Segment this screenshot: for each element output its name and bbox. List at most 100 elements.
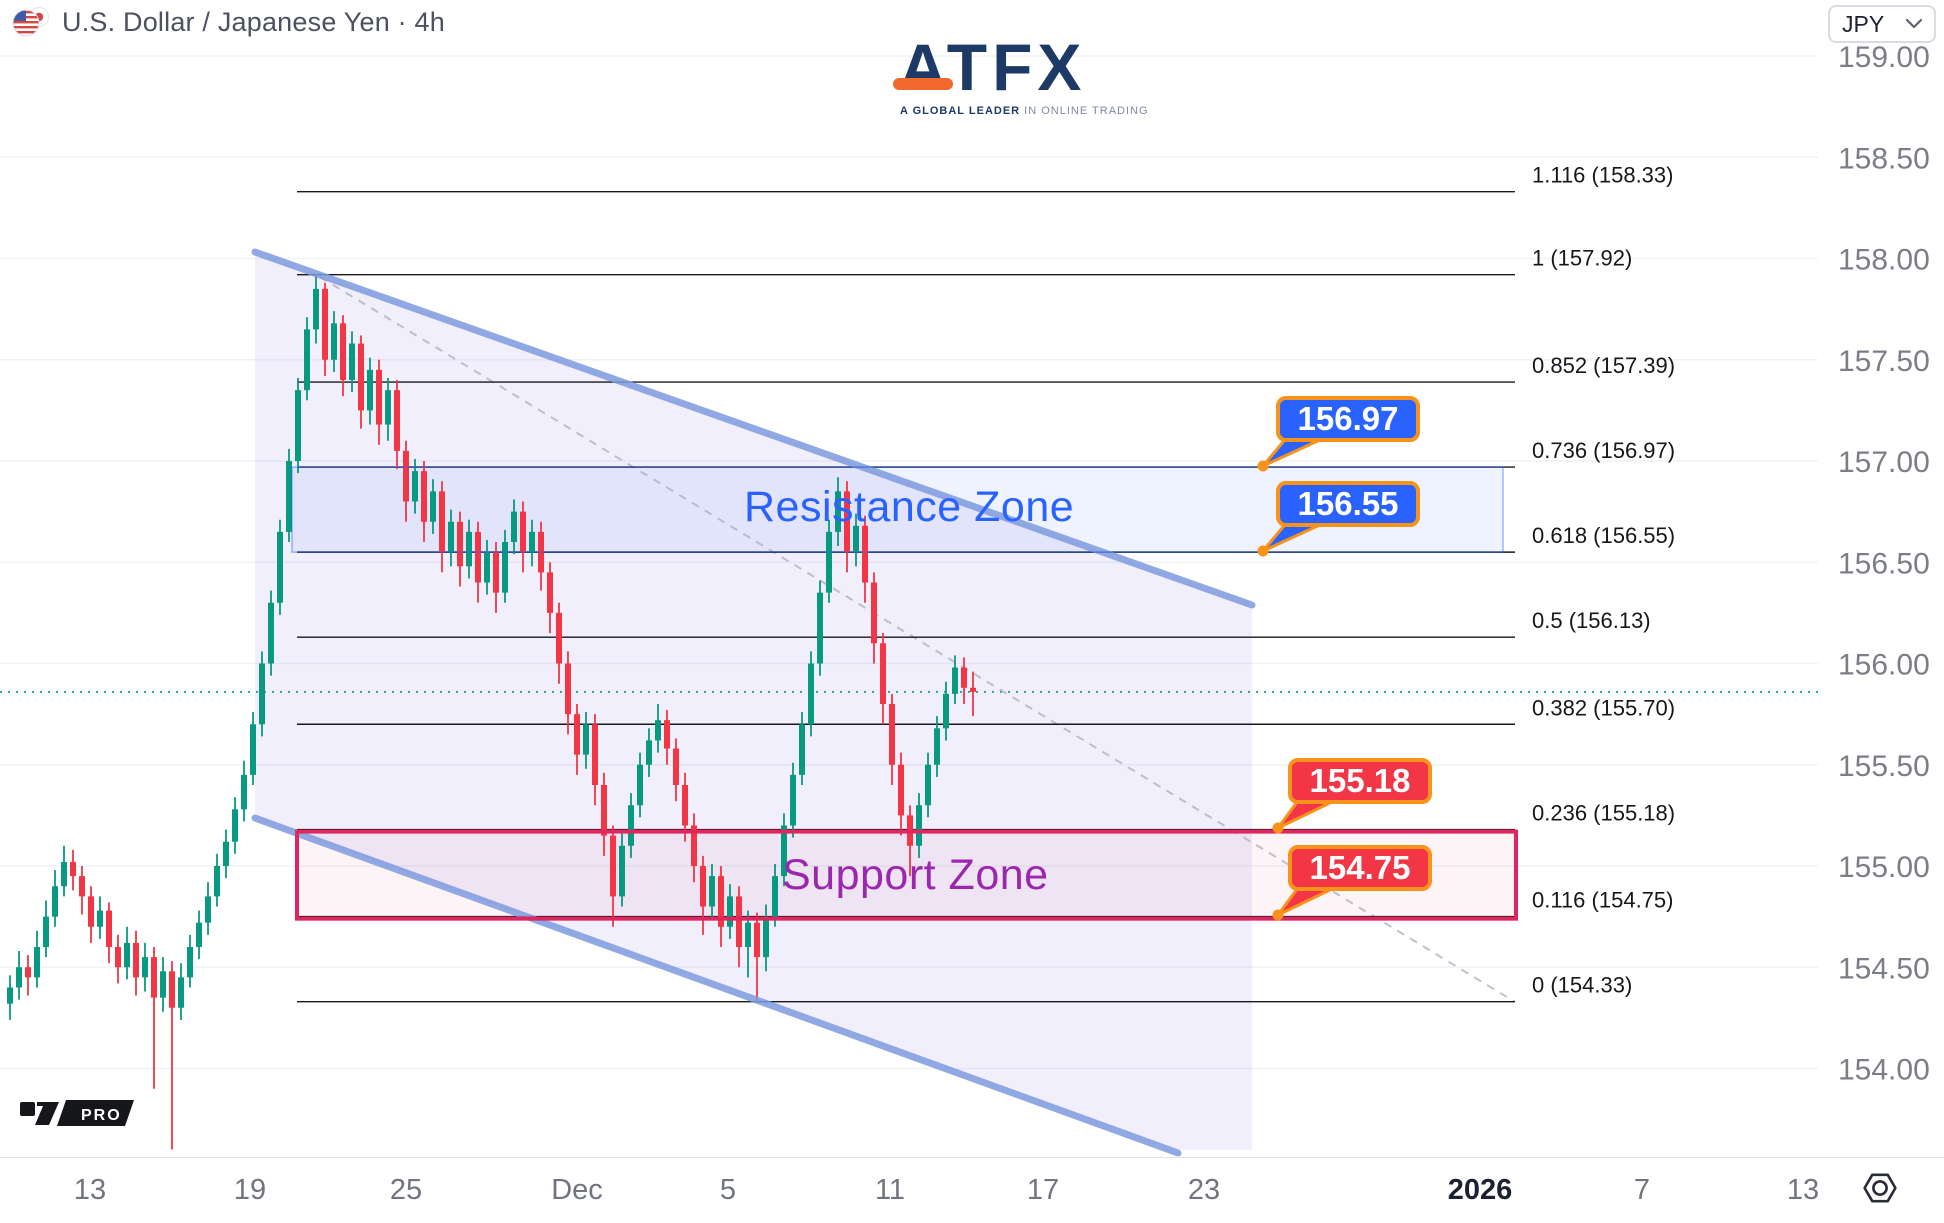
time-axis-label: 19 (233, 1174, 267, 1206)
candle-body (745, 922, 751, 947)
candle-body (475, 531, 481, 583)
candle-body (421, 471, 427, 522)
price-axis-label: 158.50 (1838, 142, 1930, 175)
candle-body (628, 805, 634, 846)
price-callout-154-75[interactable]: 154.75 (1288, 845, 1432, 891)
candle-body (448, 521, 454, 553)
candle-body (880, 643, 886, 704)
candle-body (394, 390, 400, 451)
time-axis-label: 17 (1026, 1174, 1060, 1206)
fib-level-label: 0.736 (156.97) (1532, 438, 1675, 463)
candle-body (529, 531, 535, 553)
candle-body (196, 922, 202, 947)
price-axis-label: 156.00 (1838, 649, 1930, 682)
candle-body (610, 835, 616, 897)
candle-body (556, 612, 562, 664)
candle-body (286, 461, 292, 532)
axis-settings-button[interactable] (1858, 1166, 1902, 1210)
candle-body (538, 531, 544, 573)
descending-channel-fill (255, 252, 1252, 1150)
candle-body (943, 693, 949, 729)
candle-body (97, 910, 103, 927)
candle-body (808, 663, 814, 725)
callout-anchor-dot (1257, 460, 1269, 472)
candle-body (754, 922, 760, 958)
fib-level-label: 0.618 (156.55) (1532, 523, 1675, 548)
candle-body (925, 764, 931, 806)
time-axis-label: Dec (551, 1174, 603, 1206)
price-callout-156-97[interactable]: 156.97 (1276, 396, 1420, 442)
time-axis-label: 2026 (1447, 1174, 1513, 1206)
price-axis-label: 155.50 (1838, 750, 1930, 783)
candle-body (403, 450, 409, 502)
candle-body (970, 687, 976, 692)
candle-body (16, 967, 22, 988)
candle-body (133, 942, 139, 978)
candle-body (223, 841, 229, 866)
candle-body (916, 805, 922, 846)
resistance-zone-label: Resistance Zone (744, 483, 1075, 531)
candle-body (547, 572, 553, 613)
atfx-logo-bar (893, 78, 953, 90)
fib-trendline-dashed (319, 276, 1516, 1003)
time-axis-label: 7 (1633, 1174, 1651, 1206)
candle-body (826, 531, 832, 593)
candle-body (565, 663, 571, 715)
candle-body (322, 288, 328, 360)
candle-body (160, 971, 166, 998)
candle-body (763, 916, 769, 958)
candle-body (493, 552, 499, 593)
fib-level-label: 0.382 (155.70) (1532, 695, 1675, 720)
candle-body (574, 714, 580, 755)
candle-body (691, 825, 697, 866)
price-axis-label: 157.50 (1838, 345, 1930, 378)
channel-upper-line (251, 248, 1256, 609)
candle-body (646, 740, 652, 765)
usdjpy-flag-icon (12, 7, 49, 37)
candle-body (952, 667, 958, 694)
candle-body (709, 876, 715, 907)
candle-body (799, 724, 805, 775)
fib-level-label: 1.116 (158.33) (1532, 163, 1673, 188)
candle-body (583, 724, 589, 755)
candle-body (502, 542, 508, 593)
symbol-title[interactable]: U.S. Dollar / Japanese Yen · 4h (62, 6, 445, 37)
price-callout-156-55[interactable]: 156.55 (1276, 481, 1420, 527)
candle-body (43, 916, 49, 947)
symbol-header: U.S. Dollar / Japanese Yen · 4h (12, 6, 445, 38)
candle-body (871, 582, 877, 644)
fib-level-label: 0 (154.33) (1532, 973, 1632, 998)
resistance-zone-border (291, 466, 1504, 553)
callout-anchor-dot (1272, 909, 1284, 921)
time-axis-label: 13 (1786, 1174, 1820, 1206)
candle-body (259, 663, 265, 725)
support-zone-border (295, 829, 1518, 921)
candle-body (673, 748, 679, 785)
candle-body (304, 329, 310, 391)
price-axis-label: 154.00 (1838, 1054, 1930, 1087)
candle-body (88, 896, 94, 927)
currency-selector[interactable]: JPY (1828, 5, 1936, 43)
candle-body (61, 861, 67, 887)
time-axis-label: 13 (73, 1174, 107, 1206)
atfx-tagline-rest: IN ONLINE TRADING (1020, 105, 1149, 117)
candle-body (214, 866, 220, 897)
candle-body (853, 525, 859, 553)
candle-body (961, 667, 967, 688)
candle-body (70, 861, 76, 877)
candle-body (232, 809, 238, 842)
time-axis[interactable]: 13 19 25 Dec 5 11 17 23 2026 7 13 (0, 1157, 1944, 1223)
candle-body (736, 896, 742, 947)
tradingview-pro-logo[interactable]: PRO (18, 1092, 136, 1137)
candle-body (862, 525, 868, 583)
gear-icon (1863, 1173, 1897, 1203)
candle-body (241, 774, 247, 810)
candle-body (295, 390, 301, 461)
candle-body (934, 728, 940, 765)
price-callout-155-18[interactable]: 155.18 (1288, 758, 1432, 804)
candle-body (412, 471, 418, 502)
candle-body (169, 971, 175, 1008)
candle-body (619, 845, 625, 897)
